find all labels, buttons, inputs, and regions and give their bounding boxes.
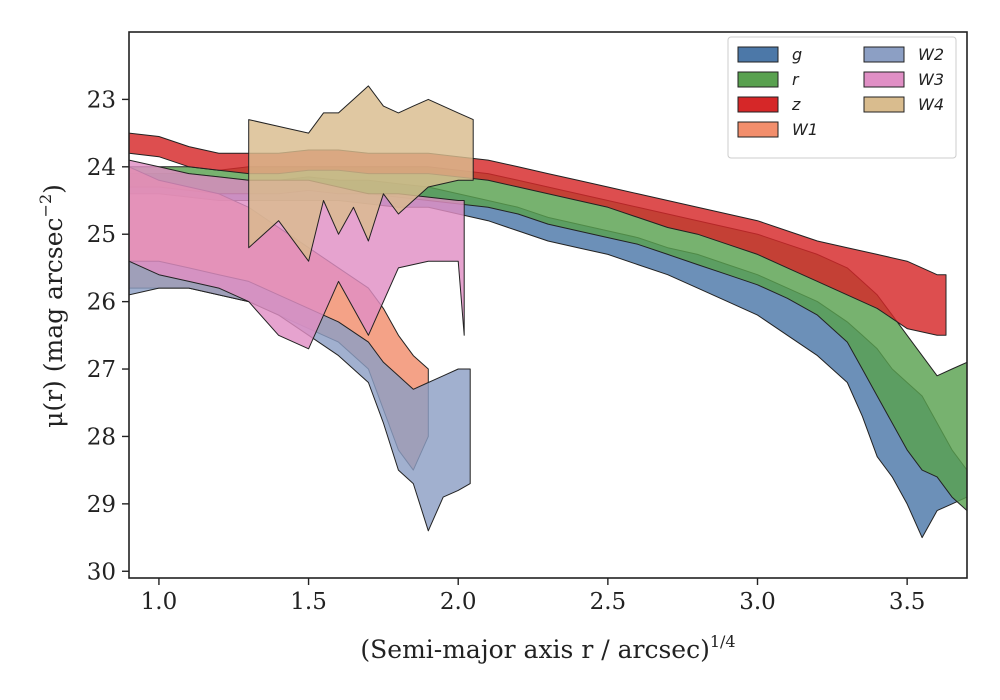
- legend-label-w4: W4: [918, 95, 944, 114]
- x-axis-label-text: (Semi-major axis r / arcsec): [360, 635, 709, 664]
- x-axis-label: (Semi-major axis r / arcsec)1/4: [360, 632, 735, 664]
- y-tick-label: 24: [87, 155, 116, 181]
- x-axis-label-superscript: 1/4: [710, 632, 736, 651]
- legend: grz W1 W2 W3 W4: [727, 36, 957, 159]
- x-axis: 1.0 1.5 2.0 2.5 3.0 3.5: [141, 578, 926, 615]
- x-tick-label: 3.0: [739, 589, 776, 615]
- y-tick-label: 25: [87, 222, 116, 248]
- x-tick-label: 2.5: [590, 589, 627, 615]
- legend-label-w3: W3: [918, 70, 944, 89]
- plot-frame: [128, 31, 968, 579]
- y-tick-label: 28: [87, 424, 116, 450]
- y-axis-label-superscript: −2: [36, 194, 55, 218]
- legend-swatch-w2: [863, 46, 905, 63]
- legend-label-r: r: [792, 70, 800, 89]
- legend-swatch-g: [737, 46, 779, 63]
- x-tick-label: 1.5: [290, 589, 327, 615]
- legend-label-z: z: [791, 95, 801, 114]
- y-tick-label: 29: [87, 492, 116, 518]
- legend-swatch-r: [737, 71, 779, 88]
- x-tick-label: 1.0: [141, 589, 178, 615]
- y-axis-label-close: ): [39, 184, 68, 194]
- legend-swatch-w4: [863, 96, 905, 113]
- y-tick-label: 27: [87, 357, 116, 383]
- series-areas: [129, 85, 967, 539]
- legend-label-g: g: [792, 45, 802, 64]
- y-tick-label: 30: [87, 559, 116, 585]
- legend-label-w1: W1: [792, 120, 818, 139]
- legend-box: [727, 36, 957, 159]
- legend-swatch-w1: [737, 121, 779, 138]
- series-area-w4: [248, 85, 474, 262]
- y-tick-label: 26: [87, 290, 116, 316]
- y-tick-label: 23: [87, 87, 116, 113]
- legend-swatch-z: [737, 96, 779, 113]
- legend-label-w2: W2: [918, 45, 944, 64]
- legend-swatch-w3: [863, 71, 905, 88]
- x-tick-label: 2.0: [440, 589, 477, 615]
- y-axis: 23 24 25 26 27 28 29 30: [87, 87, 129, 585]
- y-axis-label-text: μ(r) (mag arcsec: [39, 217, 68, 427]
- x-tick-label: 3.5: [889, 589, 926, 615]
- y-axis-label: μ(r) (mag arcsec−2): [36, 184, 68, 428]
